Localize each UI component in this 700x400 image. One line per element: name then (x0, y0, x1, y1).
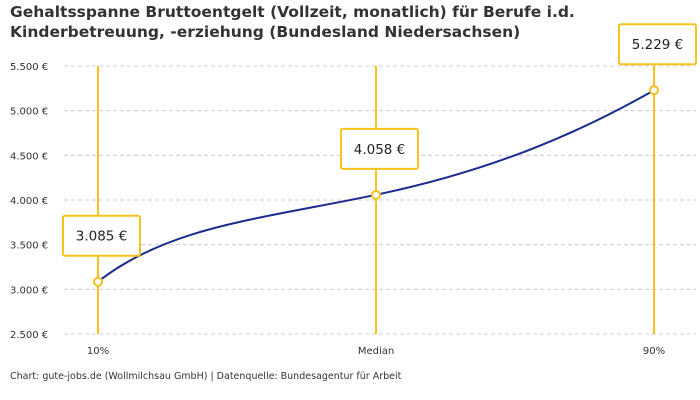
y-tick-label: 3.000 € (10, 285, 48, 296)
x-tick-label: 90% (643, 346, 665, 357)
data-label: 5.229 € (632, 37, 684, 53)
y-tick-label: 4.000 € (10, 196, 48, 207)
chart-credit: Chart: gute-jobs.de (Wollmilchsau GmbH) … (10, 371, 402, 382)
data-label: 3.085 € (76, 229, 128, 245)
data-label: 4.058 € (354, 142, 406, 158)
data-label-box (618, 23, 697, 66)
y-tick-label: 4.500 € (10, 151, 48, 162)
y-tick-label: 2.500 € (10, 330, 48, 341)
y-tick-label: 5.000 € (10, 107, 48, 118)
data-label-box (340, 127, 419, 170)
x-tick-label: Median (358, 346, 394, 357)
data-point (93, 276, 103, 287)
y-tick-label: 5.500 € (10, 62, 48, 73)
data-point (371, 189, 381, 200)
chart-title: Gehaltsspanne Bruttoentgelt (Vollzeit, m… (10, 3, 575, 41)
data-label-box (62, 214, 141, 257)
x-tick-label: 10% (87, 346, 109, 357)
y-tick-label: 3.500 € (10, 241, 48, 252)
data-point (649, 85, 659, 96)
